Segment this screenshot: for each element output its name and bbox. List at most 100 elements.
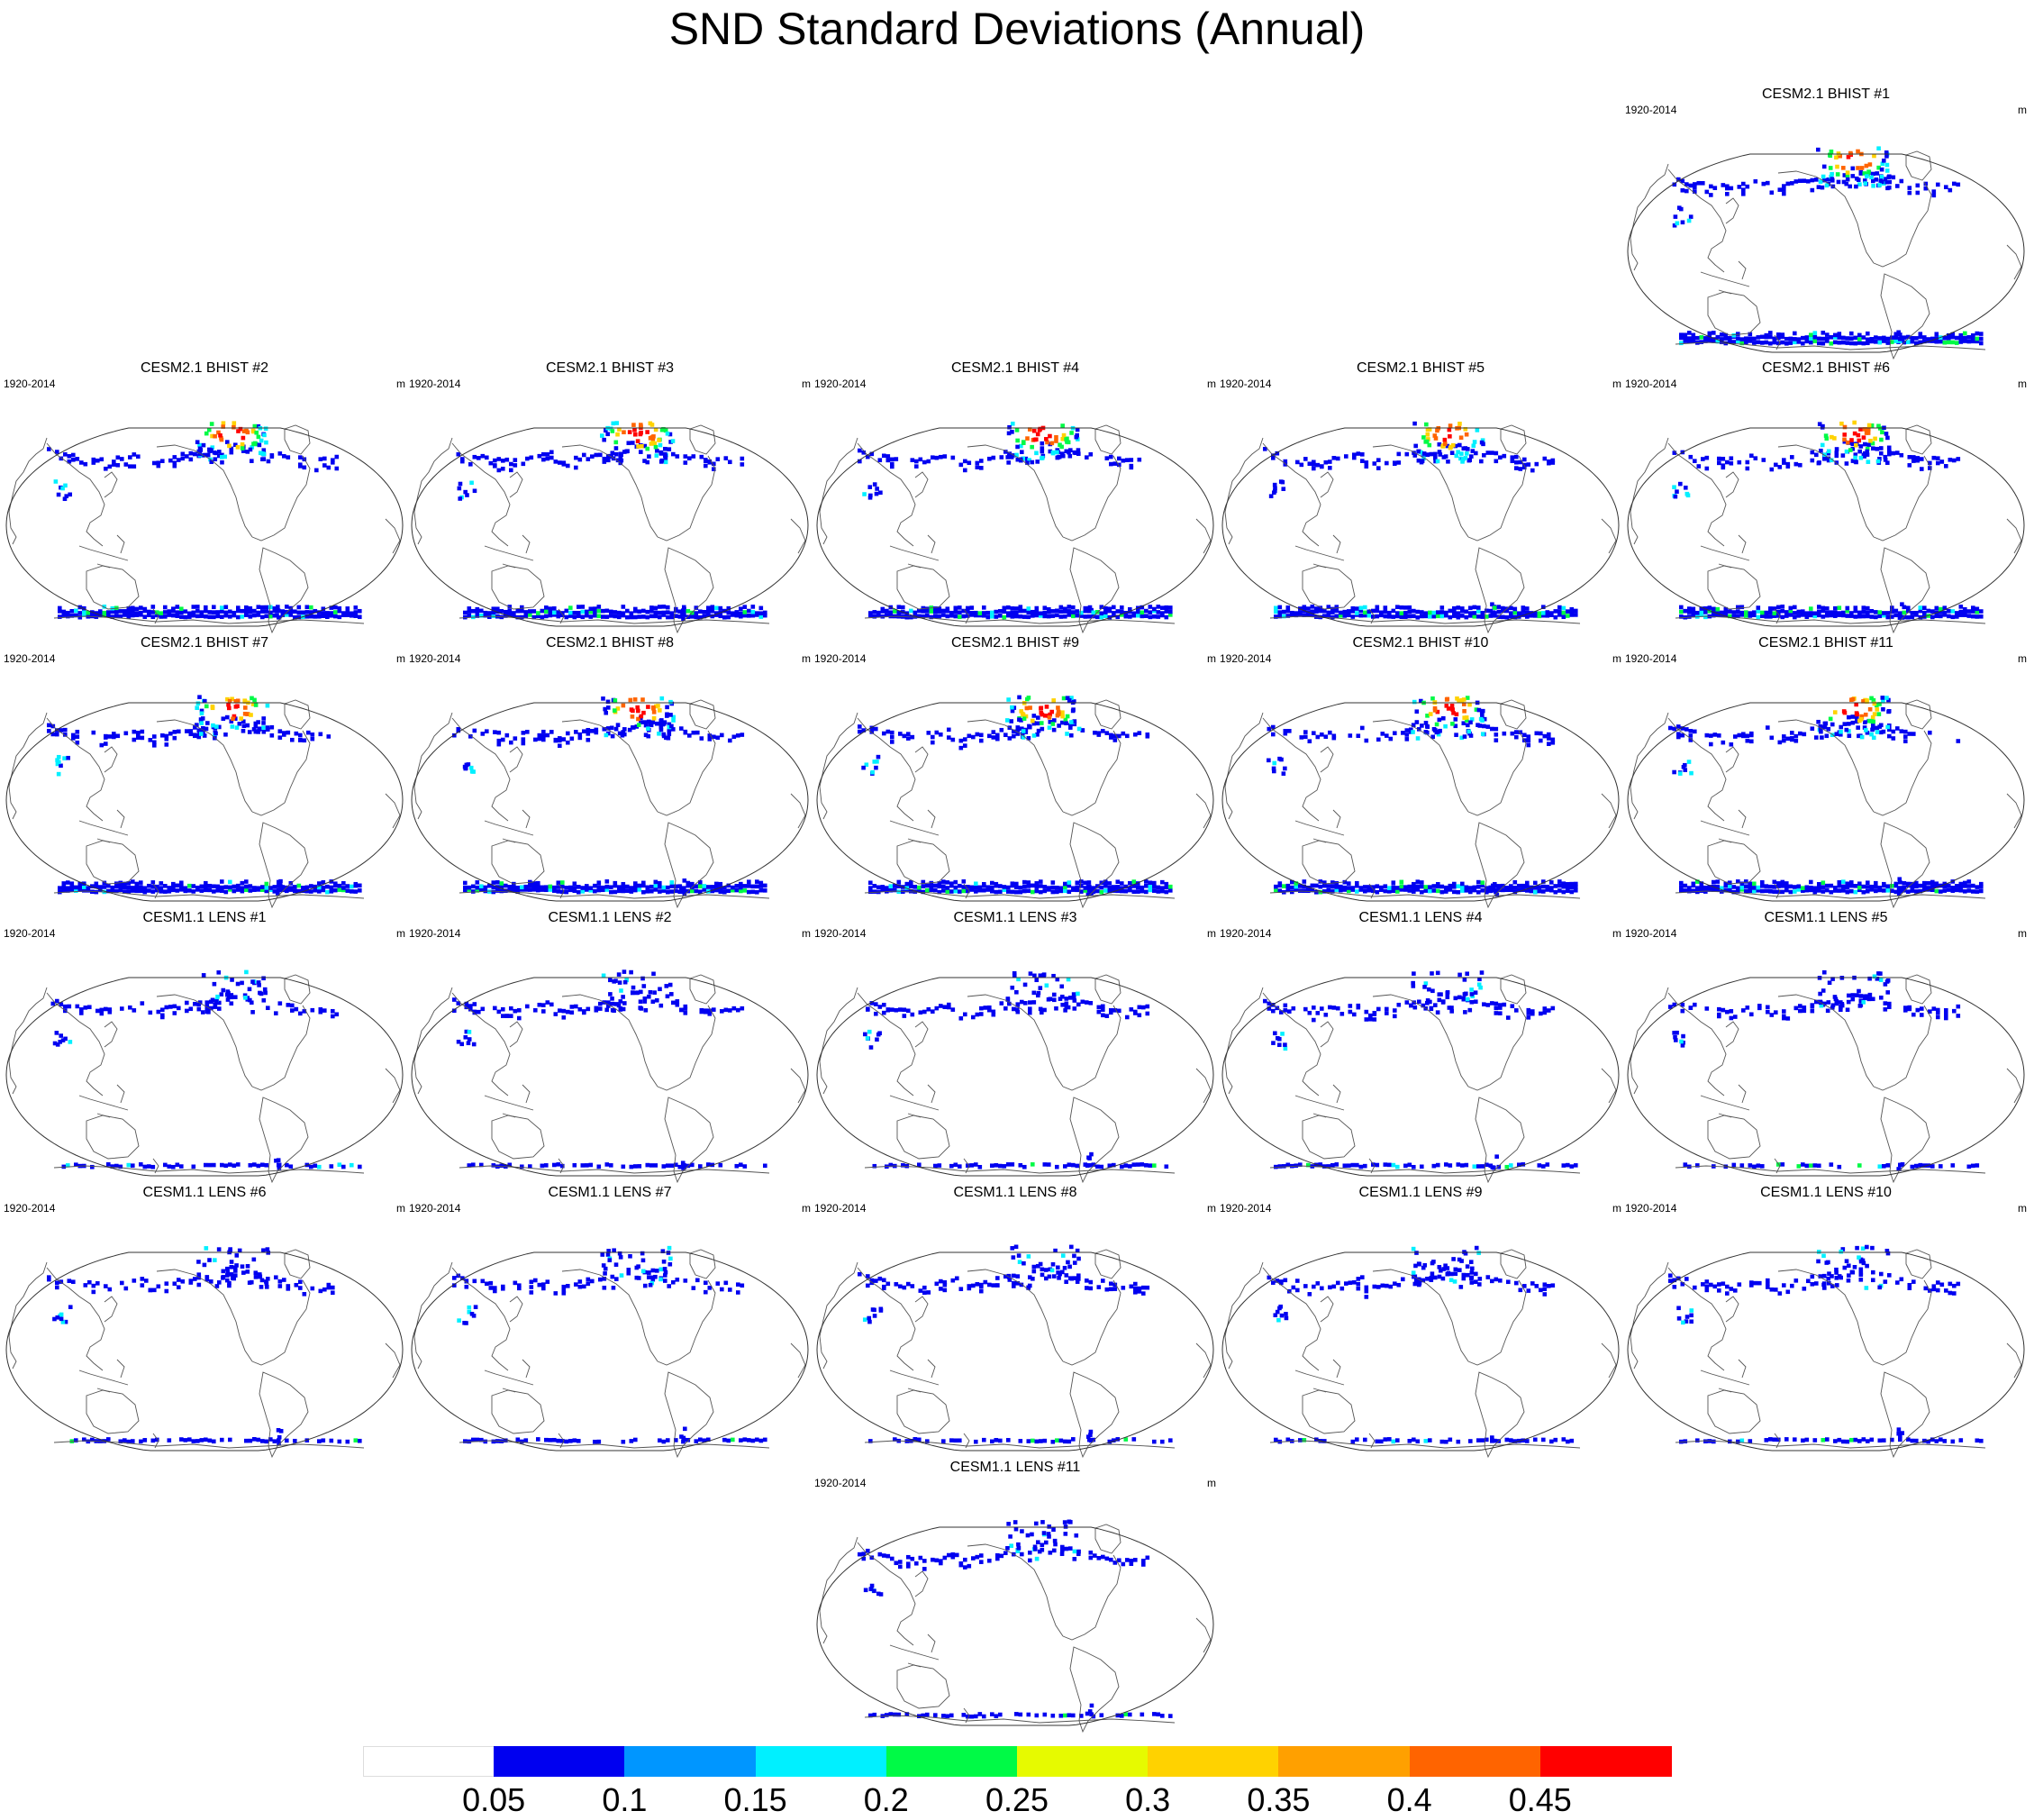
coastline bbox=[1475, 547, 1525, 634]
grid-cell bbox=[1936, 182, 1940, 187]
grid-cell bbox=[1330, 610, 1335, 614]
grid-cell bbox=[1676, 732, 1681, 737]
grid-cell bbox=[118, 1164, 123, 1169]
grid-cell bbox=[1036, 715, 1040, 720]
grid-cell bbox=[1533, 889, 1538, 895]
grid-cell bbox=[1845, 440, 1850, 445]
grid-cell bbox=[1396, 460, 1402, 465]
grid-cell bbox=[1445, 995, 1450, 1000]
grid-cell bbox=[1453, 996, 1458, 1001]
grid-cell bbox=[452, 733, 457, 738]
grid-cell bbox=[1022, 608, 1027, 614]
grid-cell bbox=[1739, 881, 1745, 887]
grid-cell bbox=[1679, 341, 1684, 346]
grid-cell bbox=[1075, 885, 1080, 890]
grid-cell bbox=[1744, 888, 1748, 894]
grid-cell bbox=[1695, 610, 1700, 615]
grid-cell bbox=[1368, 1013, 1373, 1018]
grid-cell bbox=[168, 458, 173, 463]
grid-cell bbox=[734, 1163, 740, 1169]
grid-cell bbox=[1761, 458, 1766, 462]
grid-cell bbox=[585, 613, 589, 618]
grid-cell bbox=[1760, 1164, 1765, 1169]
coastline bbox=[1195, 793, 1212, 829]
grid-cell bbox=[256, 730, 260, 734]
grid-cell bbox=[533, 737, 538, 742]
grid-cell bbox=[1017, 717, 1022, 723]
grid-cell bbox=[1050, 722, 1056, 726]
grid-cell bbox=[345, 884, 350, 888]
grid-cell bbox=[1906, 605, 1911, 611]
grid-cell bbox=[1679, 605, 1684, 610]
grid-cell bbox=[1796, 340, 1802, 344]
grid-cell bbox=[1421, 456, 1426, 461]
grid-cell bbox=[290, 737, 295, 742]
grid-cell bbox=[953, 879, 958, 885]
coastline bbox=[689, 699, 716, 730]
grid-cell bbox=[1979, 881, 1984, 887]
grid-cell bbox=[763, 1163, 767, 1169]
grid-cell bbox=[1428, 610, 1432, 615]
grid-cell bbox=[1550, 458, 1556, 463]
grid-cell bbox=[201, 973, 206, 978]
grid-cell bbox=[1342, 885, 1348, 890]
grid-cell bbox=[1052, 997, 1057, 1003]
grid-cell bbox=[1417, 727, 1421, 732]
grid-cell bbox=[1835, 172, 1840, 177]
grid-cell bbox=[513, 1008, 518, 1014]
grid-cell bbox=[1549, 880, 1554, 885]
grid-cell bbox=[1014, 1007, 1020, 1012]
grid-cell bbox=[337, 605, 342, 611]
grid-cell bbox=[707, 460, 713, 465]
grid-cell bbox=[250, 459, 254, 463]
coastline bbox=[1262, 992, 1321, 1097]
grid-cell bbox=[277, 884, 281, 888]
grid-cell bbox=[645, 1162, 650, 1168]
grid-cell bbox=[1112, 738, 1118, 742]
grid-cell bbox=[739, 606, 743, 612]
grid-cell bbox=[1457, 995, 1462, 1000]
grid-cell bbox=[1684, 491, 1690, 496]
grid-cell bbox=[1411, 980, 1415, 986]
grid-cell bbox=[325, 611, 330, 615]
grid-cell bbox=[991, 1012, 996, 1017]
grid-cell bbox=[966, 605, 970, 611]
grid-cell bbox=[1549, 886, 1554, 890]
grid-cell bbox=[1347, 613, 1351, 617]
grid-cell bbox=[1395, 889, 1400, 894]
grid-cell bbox=[112, 732, 116, 736]
grid-cell bbox=[1510, 459, 1515, 463]
map-panel-bhist-9: CESM2.1 BHIST #9 1920-2014 m bbox=[814, 635, 1216, 909]
grid-cell bbox=[1420, 610, 1424, 614]
grid-cell bbox=[1906, 340, 1911, 344]
grid-cell bbox=[329, 611, 334, 615]
grid-cell bbox=[1522, 462, 1527, 468]
grid-cell bbox=[1404, 737, 1410, 742]
grid-cell bbox=[1829, 341, 1834, 346]
grid-cell bbox=[564, 886, 569, 890]
grid-cell bbox=[485, 729, 489, 733]
coastline bbox=[1880, 822, 1930, 909]
grid-cell bbox=[1776, 614, 1781, 618]
grid-cell bbox=[167, 888, 172, 894]
grid-cell bbox=[1687, 336, 1692, 341]
grid-cell bbox=[610, 429, 615, 433]
grid-cell bbox=[1416, 449, 1421, 454]
grid-cell bbox=[1733, 1015, 1738, 1019]
grid-cell bbox=[269, 733, 275, 738]
grid-cell bbox=[1064, 1001, 1069, 1006]
grid-cell bbox=[1693, 189, 1697, 194]
grid-cell bbox=[953, 888, 958, 894]
coastline bbox=[896, 840, 950, 885]
grid-cell bbox=[1456, 611, 1461, 615]
grid-cell bbox=[1375, 608, 1380, 614]
grid-cell bbox=[641, 883, 646, 888]
grid-cell bbox=[658, 727, 664, 733]
grid-cell bbox=[1493, 881, 1497, 887]
grid-cell bbox=[1942, 888, 1948, 893]
grid-cell bbox=[1684, 188, 1689, 194]
grid-cell bbox=[925, 606, 930, 611]
grid-cell bbox=[1028, 971, 1033, 976]
grid-cell bbox=[1812, 334, 1818, 340]
grid-cell bbox=[622, 732, 627, 737]
